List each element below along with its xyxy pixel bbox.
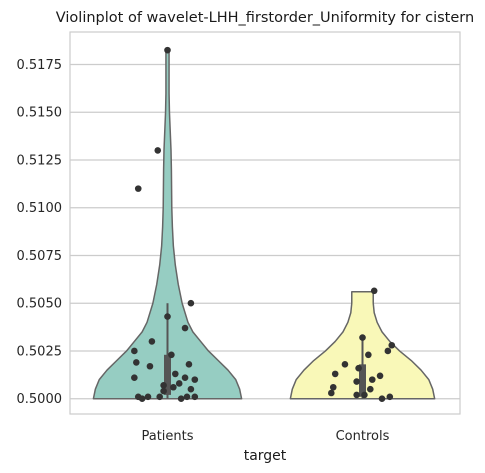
data-point bbox=[176, 380, 183, 387]
x-tick-labels: Patients Controls bbox=[141, 429, 389, 444]
data-point bbox=[388, 342, 395, 349]
data-point bbox=[164, 313, 171, 320]
y-tick-labels: 0.5000 0.5025 0.5050 0.5075 0.5100 0.5125 0.51… bbox=[17, 58, 63, 407]
data-point bbox=[379, 395, 386, 402]
data-point bbox=[160, 388, 167, 395]
data-point bbox=[164, 47, 171, 54]
data-point bbox=[145, 394, 152, 401]
data-point bbox=[139, 395, 146, 402]
y-tick-label: 0.5100 bbox=[17, 201, 63, 216]
data-point bbox=[133, 359, 140, 366]
data-point bbox=[342, 361, 349, 368]
data-point bbox=[149, 338, 156, 345]
data-point bbox=[367, 386, 374, 393]
data-point bbox=[192, 394, 199, 401]
y-tick-label: 0.5000 bbox=[17, 392, 63, 407]
data-point bbox=[359, 334, 366, 341]
data-point bbox=[178, 395, 185, 402]
x-axis-label: target bbox=[244, 448, 287, 464]
data-point bbox=[156, 394, 163, 401]
y-tick-label: 0.5125 bbox=[17, 153, 63, 168]
data-point bbox=[131, 374, 138, 381]
data-point bbox=[172, 371, 179, 378]
data-point bbox=[182, 325, 189, 332]
data-point bbox=[131, 348, 138, 355]
data-point bbox=[188, 386, 195, 393]
data-point bbox=[182, 374, 189, 381]
y-tick-label: 0.5075 bbox=[17, 249, 63, 264]
y-tick-label: 0.5025 bbox=[17, 344, 63, 359]
data-point bbox=[192, 376, 199, 383]
data-point bbox=[361, 392, 368, 399]
data-point bbox=[369, 376, 376, 383]
data-point bbox=[353, 392, 360, 399]
data-point bbox=[330, 384, 337, 391]
data-point bbox=[188, 300, 195, 307]
data-point bbox=[147, 363, 154, 370]
x-tick-label-patients: Patients bbox=[141, 429, 193, 444]
data-point bbox=[186, 361, 193, 368]
y-tick-label: 0.5150 bbox=[17, 106, 63, 121]
x-tick-label-controls: Controls bbox=[336, 429, 390, 444]
data-point bbox=[332, 371, 339, 378]
violins bbox=[93, 51, 434, 399]
data-point bbox=[377, 373, 384, 380]
data-point bbox=[184, 394, 191, 401]
data-point bbox=[385, 348, 392, 355]
data-point bbox=[170, 384, 177, 391]
data-point bbox=[387, 394, 394, 401]
data-point bbox=[353, 378, 360, 385]
data-point bbox=[371, 288, 378, 295]
y-tick-label: 0.5050 bbox=[17, 297, 63, 312]
data-point bbox=[328, 390, 335, 397]
data-point bbox=[168, 351, 175, 358]
data-point bbox=[135, 185, 142, 192]
data-point bbox=[154, 147, 161, 154]
chart-title: Violinplot of wavelet-LHH_firstorder_Uni… bbox=[56, 10, 474, 26]
data-point bbox=[160, 382, 167, 389]
data-point bbox=[365, 351, 372, 358]
y-tick-label: 0.5175 bbox=[17, 58, 63, 73]
data-point bbox=[355, 365, 362, 372]
